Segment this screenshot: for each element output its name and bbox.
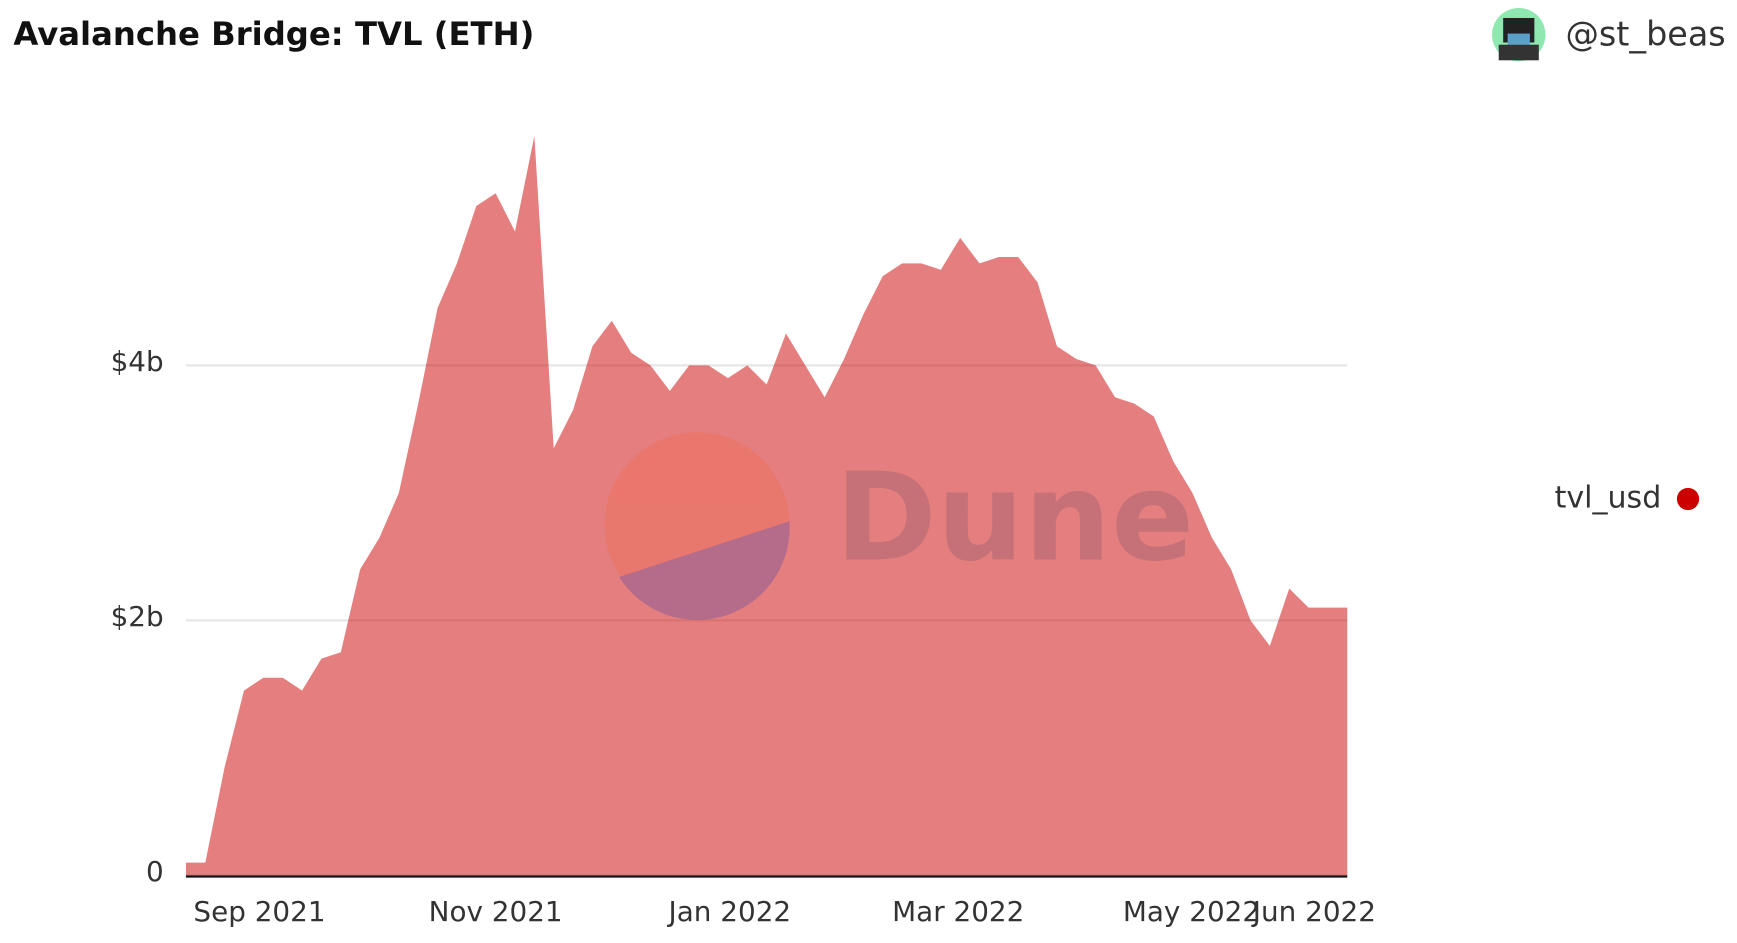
x-tick-label: Nov 2021 [429, 895, 563, 928]
chart-title: Avalanche Bridge: TVL (ETH) [13, 15, 534, 53]
legend-marker [1676, 487, 1700, 511]
avatar [1492, 7, 1546, 62]
svg-text:Dune: Dune [835, 445, 1194, 588]
x-tick-label: Mar 2022 [892, 895, 1024, 928]
x-tick-label: May 2022 [1123, 895, 1260, 928]
legend-label: tvl_usd [1555, 481, 1662, 516]
author: @st_beas [1566, 14, 1726, 53]
area [185, 135, 1348, 876]
y-tick-label: 0 [146, 855, 164, 888]
x-tick-label: Jan 2022 [667, 895, 792, 928]
x-tick-label: Sep 2021 [193, 895, 325, 928]
watermark: Dune [604, 432, 1194, 621]
x-tick-label: Jun 2022 [1251, 895, 1376, 928]
y-tick-label: $2b [111, 600, 164, 633]
y-tick-label: $4b [111, 345, 164, 378]
